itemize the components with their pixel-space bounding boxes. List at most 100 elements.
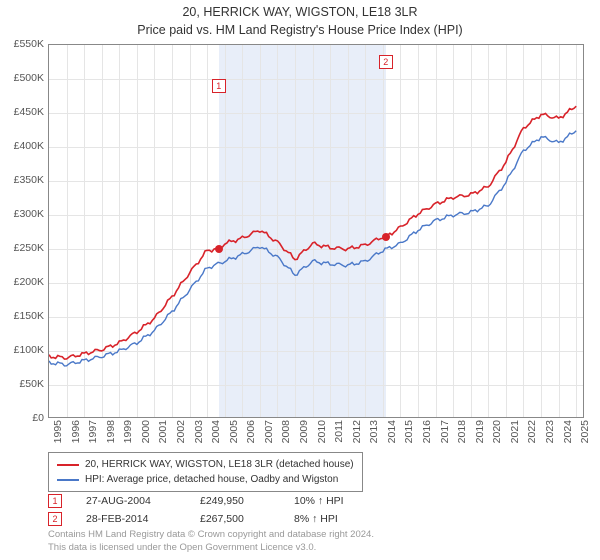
ytick-label: £500K: [0, 72, 44, 84]
gridline-v: [295, 45, 296, 417]
plot-region: 12: [48, 44, 584, 418]
sale-date: 28-FEB-2014: [86, 513, 176, 525]
xtick-label: 1998: [105, 420, 117, 443]
xtick-label: 2019: [474, 420, 486, 443]
gridline-v: [225, 45, 226, 417]
ytick-label: £250K: [0, 242, 44, 254]
legend-row-0: 20, HERRICK WAY, WIGSTON, LE18 3LR (deta…: [57, 457, 354, 472]
sale-hpi: 8% ↑ HPI: [294, 513, 374, 525]
xtick-label: 2023: [544, 420, 556, 443]
footnote-line-1: Contains HM Land Registry data © Crown c…: [48, 529, 374, 541]
gridline-v: [418, 45, 419, 417]
xtick-label: 2006: [245, 420, 257, 443]
xtick-label: 2001: [157, 420, 169, 443]
xtick-label: 2021: [509, 420, 521, 443]
xtick-label: 2002: [175, 420, 187, 443]
gridline-h: [49, 79, 583, 80]
gridline-v: [400, 45, 401, 417]
gridline-v: [67, 45, 68, 417]
xtick-label: 2007: [263, 420, 275, 443]
gridline-v: [102, 45, 103, 417]
ytick-label: £200K: [0, 276, 44, 288]
gridline-v: [172, 45, 173, 417]
legend-row-1: HPI: Average price, detached house, Oadb…: [57, 472, 354, 487]
xtick-label: 2020: [491, 420, 503, 443]
marker-box-1: 1: [212, 79, 226, 93]
gridline-v: [84, 45, 85, 417]
sale-price: £267,500: [200, 513, 270, 525]
sale-number-box: 1: [48, 494, 62, 508]
xtick-label: 2004: [210, 420, 222, 443]
sale-date: 27-AUG-2004: [86, 495, 176, 507]
gridline-v: [436, 45, 437, 417]
xtick-label: 1997: [87, 420, 99, 443]
footnote: Contains HM Land Registry data © Crown c…: [48, 529, 374, 554]
xtick-label: 2013: [368, 420, 380, 443]
sale-row-1: 127-AUG-2004£249,95010% ↑ HPI: [48, 492, 374, 510]
gridline-v: [242, 45, 243, 417]
gridline-h: [49, 113, 583, 114]
gridline-v: [277, 45, 278, 417]
title-line-2: Price paid vs. HM Land Registry's House …: [0, 22, 600, 40]
gridline-v: [523, 45, 524, 417]
gridline-h: [49, 317, 583, 318]
gridline-v: [365, 45, 366, 417]
ytick-label: £50K: [0, 378, 44, 390]
gridline-h: [49, 351, 583, 352]
xtick-label: 2024: [562, 420, 574, 443]
xtick-label: 2014: [386, 420, 398, 443]
gridline-h: [49, 181, 583, 182]
gridline-v: [207, 45, 208, 417]
legend-box: 20, HERRICK WAY, WIGSTON, LE18 3LR (deta…: [48, 452, 363, 492]
xtick-label: 1999: [122, 420, 134, 443]
xtick-label: 2017: [439, 420, 451, 443]
ytick-label: £400K: [0, 140, 44, 152]
xtick-label: 2018: [456, 420, 468, 443]
xtick-label: 2010: [316, 420, 328, 443]
gridline-h: [49, 215, 583, 216]
legend-swatch-0: [57, 464, 79, 466]
marker-box-2: 2: [379, 55, 393, 69]
shaded-range: [219, 45, 386, 417]
xtick-label: 2016: [421, 420, 433, 443]
xtick-label: 2009: [298, 420, 310, 443]
gridline-v: [330, 45, 331, 417]
ytick-label: £150K: [0, 310, 44, 322]
ytick-label: £450K: [0, 106, 44, 118]
xtick-label: 2025: [579, 420, 591, 443]
gridline-v: [260, 45, 261, 417]
sale-row-2: 228-FEB-2014£267,5008% ↑ HPI: [48, 510, 374, 528]
xtick-label: 2011: [333, 420, 345, 443]
gridline-v: [348, 45, 349, 417]
sale-rows: 127-AUG-2004£249,95010% ↑ HPI228-FEB-201…: [48, 492, 374, 528]
gridline-v: [541, 45, 542, 417]
chart-area: 12 £0£50K£100K£150K£200K£250K£300K£350K£…: [48, 44, 584, 418]
marker-dot-1: [215, 245, 223, 253]
gridline-v: [119, 45, 120, 417]
ytick-label: £550K: [0, 38, 44, 50]
gridline-h: [49, 249, 583, 250]
title-line-1: 20, HERRICK WAY, WIGSTON, LE18 3LR: [0, 4, 600, 22]
xtick-label: 2000: [140, 420, 152, 443]
xtick-label: 2022: [526, 420, 538, 443]
xtick-label: 2012: [351, 420, 363, 443]
gridline-v: [453, 45, 454, 417]
gridline-h: [49, 283, 583, 284]
legend-label-0: 20, HERRICK WAY, WIGSTON, LE18 3LR (deta…: [85, 457, 354, 472]
ytick-label: £0: [0, 412, 44, 424]
sale-hpi: 10% ↑ HPI: [294, 495, 374, 507]
gridline-v: [488, 45, 489, 417]
xtick-label: 2005: [228, 420, 240, 443]
gridline-v: [154, 45, 155, 417]
gridline-v: [506, 45, 507, 417]
gridline-v: [190, 45, 191, 417]
gridline-v: [313, 45, 314, 417]
gridline-v: [137, 45, 138, 417]
gridline-h: [49, 147, 583, 148]
gridline-v: [559, 45, 560, 417]
title-block: 20, HERRICK WAY, WIGSTON, LE18 3LR Price…: [0, 0, 600, 39]
footnote-line-2: This data is licensed under the Open Gov…: [48, 542, 374, 554]
gridline-v: [576, 45, 577, 417]
legend-swatch-1: [57, 479, 79, 481]
gridline-v: [383, 45, 384, 417]
